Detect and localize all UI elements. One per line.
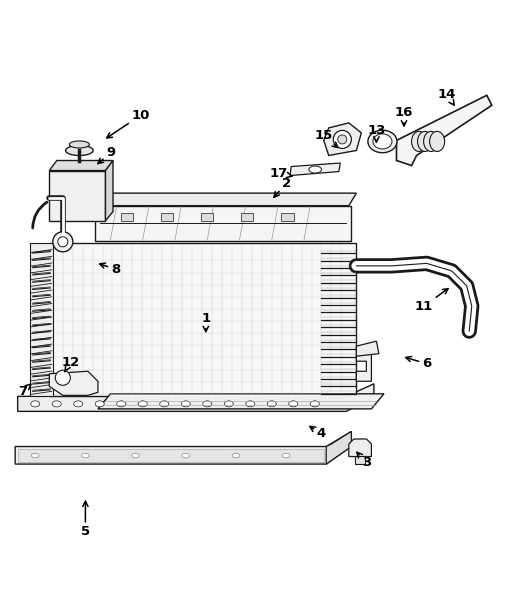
Text: 7: 7 (18, 384, 31, 398)
Bar (120, 213, 133, 221)
Polygon shape (17, 384, 374, 411)
Polygon shape (17, 449, 324, 462)
Text: 4: 4 (310, 426, 326, 441)
Polygon shape (50, 243, 356, 396)
Ellipse shape (132, 453, 139, 458)
Bar (201, 213, 214, 221)
Polygon shape (356, 351, 371, 381)
Text: 8: 8 (100, 263, 120, 276)
Ellipse shape (423, 131, 439, 152)
Ellipse shape (81, 453, 89, 458)
Ellipse shape (246, 401, 255, 407)
Ellipse shape (412, 131, 426, 152)
Text: 12: 12 (61, 356, 79, 372)
Polygon shape (355, 456, 366, 464)
Text: 1: 1 (201, 312, 210, 332)
FancyArrowPatch shape (33, 202, 47, 228)
Text: 10: 10 (106, 109, 150, 138)
Text: 13: 13 (367, 124, 386, 142)
Ellipse shape (289, 401, 298, 407)
Ellipse shape (160, 401, 169, 407)
Text: 9: 9 (98, 146, 115, 164)
Polygon shape (349, 439, 371, 456)
Text: 15: 15 (314, 129, 338, 147)
Ellipse shape (181, 401, 190, 407)
Text: 17: 17 (269, 167, 292, 179)
Ellipse shape (182, 453, 189, 458)
Ellipse shape (52, 401, 61, 407)
Polygon shape (324, 123, 361, 155)
Ellipse shape (368, 130, 397, 153)
Ellipse shape (203, 401, 212, 407)
Circle shape (333, 131, 351, 149)
Text: 3: 3 (357, 452, 371, 469)
Polygon shape (49, 371, 98, 396)
Text: 11: 11 (415, 288, 448, 312)
Circle shape (58, 237, 68, 247)
Ellipse shape (31, 401, 40, 407)
Ellipse shape (267, 401, 276, 407)
Polygon shape (98, 193, 356, 206)
Polygon shape (95, 206, 351, 241)
Ellipse shape (74, 401, 83, 407)
Ellipse shape (309, 166, 322, 173)
Ellipse shape (66, 146, 93, 155)
Bar (161, 213, 173, 221)
Polygon shape (396, 95, 492, 166)
Text: 2: 2 (274, 176, 291, 197)
Ellipse shape (418, 131, 433, 152)
Ellipse shape (138, 401, 147, 407)
Ellipse shape (430, 131, 444, 152)
Text: 16: 16 (395, 107, 413, 126)
Ellipse shape (31, 453, 39, 458)
Polygon shape (30, 243, 53, 396)
Ellipse shape (232, 453, 240, 458)
Ellipse shape (310, 401, 319, 407)
Polygon shape (49, 161, 113, 170)
Polygon shape (98, 394, 384, 409)
Ellipse shape (224, 401, 233, 407)
Text: 5: 5 (81, 501, 90, 538)
Text: 14: 14 (437, 88, 456, 105)
Ellipse shape (117, 401, 126, 407)
Circle shape (55, 370, 70, 385)
Polygon shape (326, 432, 351, 464)
Text: 6: 6 (406, 356, 431, 370)
Ellipse shape (95, 401, 104, 407)
Bar (241, 213, 253, 221)
Polygon shape (290, 163, 340, 176)
Ellipse shape (69, 141, 90, 148)
Polygon shape (15, 432, 351, 464)
Polygon shape (356, 341, 379, 356)
Circle shape (53, 232, 73, 252)
Polygon shape (105, 161, 113, 221)
Ellipse shape (282, 453, 290, 458)
Bar (281, 213, 294, 221)
Ellipse shape (373, 134, 392, 149)
Circle shape (338, 135, 347, 144)
Polygon shape (49, 170, 105, 221)
